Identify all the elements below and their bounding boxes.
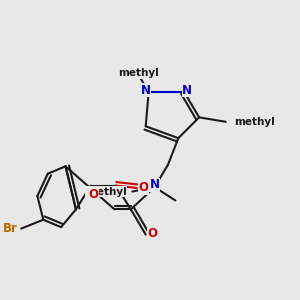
Text: methyl: methyl	[86, 187, 126, 196]
Text: O: O	[138, 182, 148, 194]
Text: N: N	[141, 84, 151, 97]
Text: O: O	[88, 188, 98, 201]
Text: N: N	[150, 178, 160, 191]
Text: Br: Br	[3, 222, 18, 235]
Text: methyl: methyl	[234, 117, 275, 127]
Text: O: O	[147, 227, 157, 240]
Text: N: N	[182, 84, 192, 97]
Text: methyl: methyl	[118, 68, 159, 78]
